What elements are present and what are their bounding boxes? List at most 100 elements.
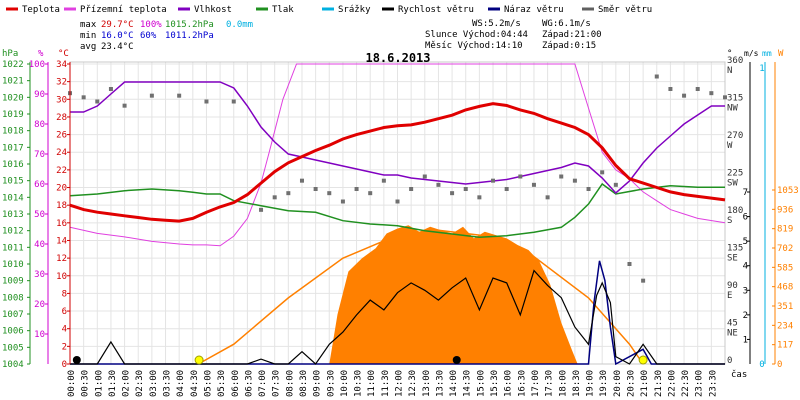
time-tick-label: 04:30 <box>190 370 200 397</box>
humidity-tick-label: 40 <box>34 240 45 250</box>
wind-direction-point <box>422 174 427 179</box>
stats-min-temp: 16.0°C <box>101 31 134 41</box>
time-tick-label: 22:30 <box>681 370 691 397</box>
humidity-tick-label: 70 <box>34 150 45 160</box>
pressure-tick-label: 1013 <box>2 210 24 220</box>
direction-tick-label: 180 <box>727 206 743 216</box>
time-tick-label: 20:00 <box>613 370 623 397</box>
stats-max-temp: 29.7°C <box>101 20 134 30</box>
time-tick-label: 06:00 <box>231 370 241 397</box>
time-tick-label: 05:00 <box>203 370 213 397</box>
time-tick-label: 06:30 <box>244 370 254 397</box>
pressure-tick-label: 1010 <box>2 260 24 270</box>
wind-direction-point <box>108 87 113 91</box>
pressure-tick-label: 1018 <box>2 127 24 137</box>
wind-direction-point <box>299 178 304 183</box>
pressure-tick-label: 1015 <box>2 177 24 187</box>
time-tick-label: 16:00 <box>504 370 514 397</box>
wind-direction-points <box>68 74 727 283</box>
wind-direction-point <box>627 262 632 266</box>
legend-label: Vlhkost <box>194 5 232 15</box>
stats-max-rain: 0.0mm <box>226 20 253 30</box>
legend-label: Přízemní teplota <box>80 5 167 15</box>
chart-title: 18.6.2013 <box>365 51 430 65</box>
info-sun-set: Západ:21:00 <box>542 30 602 40</box>
humidity-axis-unit: % <box>38 49 44 59</box>
pressure-tick-label: 1016 <box>2 160 24 170</box>
direction-tick-label: 225 <box>727 169 743 179</box>
temperature-tick-label: 28 <box>56 113 67 123</box>
pressure-line <box>69 182 725 239</box>
temperature-tick-label: 20 <box>56 184 67 194</box>
wind-direction-point <box>149 93 154 98</box>
wind-direction-point <box>463 187 468 191</box>
pressure-axis-unit: hPa <box>2 49 18 59</box>
pressure-tick-label: 1019 <box>2 110 24 120</box>
direction-tick-label: 270 <box>727 131 743 141</box>
wind-direction-point <box>477 195 482 200</box>
wind-direction-point <box>641 278 646 283</box>
time-axis-label: čas <box>731 369 747 380</box>
stats-avg-temp: 23.4°C <box>101 42 134 52</box>
temperature-tick-label: 14 <box>56 236 67 246</box>
wind-direction-point <box>95 99 100 104</box>
wind-direction-point <box>204 99 209 104</box>
time-tick-label: 23:00 <box>695 370 705 397</box>
pressure-tick-label: 1020 <box>2 93 24 103</box>
legend: Teplota Přízemní teplota Vlhkost Tlak Srážky… <box>6 5 652 15</box>
moon-marker <box>452 356 461 364</box>
time-tick-label: 13:00 <box>422 370 432 397</box>
time-tick-label: 07:30 <box>272 370 282 397</box>
pressure-tick-label: 1007 <box>2 310 24 320</box>
wind-direction-point <box>586 187 591 191</box>
wind-gust-line <box>70 260 725 366</box>
wind-direction-point <box>723 95 727 100</box>
wind-direction-point <box>327 191 332 196</box>
solar-tick-label: 234 <box>777 321 793 331</box>
pressure-tick-label: 1008 <box>2 293 24 303</box>
time-tick-label: 07:00 <box>258 370 268 397</box>
legend-label: Směr větru <box>598 5 652 15</box>
pressure-tick-label: 1005 <box>2 343 24 353</box>
time-tick-label: 16:30 <box>517 370 527 397</box>
time-tick-label: 23:30 <box>708 370 718 397</box>
solar-axis-unit: W <box>778 49 784 59</box>
time-tick-label: 00:00 <box>67 370 77 397</box>
wind-direction-point <box>368 191 373 196</box>
rain-tick-label: 1 <box>759 64 764 74</box>
time-tick-label: 00:30 <box>81 370 91 397</box>
wind-direction-point <box>695 87 700 91</box>
wind-direction-point <box>313 187 318 191</box>
time-tick-label: 04:00 <box>176 370 186 397</box>
time-tick-label: 03:30 <box>163 370 173 397</box>
pressure-tick-label: 1014 <box>2 193 24 203</box>
pressure-tick-label: 1011 <box>2 243 24 253</box>
direction-tick-label: 0 <box>727 356 732 366</box>
wind-tick-label: 1 <box>743 335 748 345</box>
temperature-tick-label: 0 <box>62 360 67 370</box>
stats-min-humidity: 60% <box>140 31 157 41</box>
time-tick-label: 21:30 <box>654 370 664 397</box>
solar-tick-label: 936 <box>777 205 793 215</box>
direction-tick-label: 90 <box>727 281 738 291</box>
time-tick-label: 15:30 <box>490 370 500 397</box>
wind-direction-point <box>600 170 605 175</box>
wind-direction-point <box>545 195 550 200</box>
legend-label: Rychlost větru <box>398 5 474 15</box>
direction-name-label: W <box>727 141 733 151</box>
temperature-tick-label: 2 <box>62 342 67 352</box>
stats-min-pressure: 1011.2hPa <box>165 31 214 41</box>
solar-tick-label: 351 <box>777 302 793 312</box>
time-tick-label: 17:30 <box>545 370 555 397</box>
time-tick-label: 17:00 <box>531 370 541 397</box>
humidity-tick-label: 10 <box>34 330 45 340</box>
moon-marker <box>72 356 81 364</box>
time-tick-label: 10:00 <box>340 370 350 397</box>
time-tick-label: 09:00 <box>313 370 323 397</box>
time-tick-label: 22:00 <box>667 370 677 397</box>
time-tick-label: 19:00 <box>586 370 596 397</box>
wind-direction-point <box>177 93 182 98</box>
time-tick-label: 11:30 <box>381 370 391 397</box>
temperature-tick-label: 32 <box>56 78 67 88</box>
